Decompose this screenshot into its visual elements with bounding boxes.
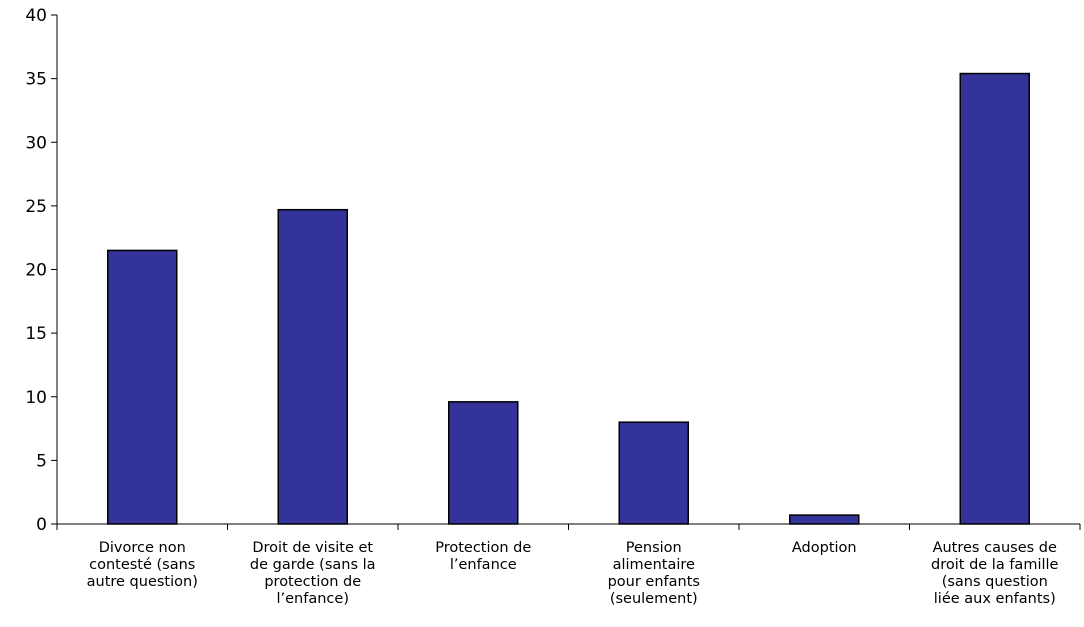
x-tick-label: Protection de l’enfance: [435, 540, 532, 573]
bar: [959, 72, 1030, 525]
bar: [277, 208, 348, 525]
x-tick-label: Pension alimentaire pour enfants (seulem…: [607, 540, 700, 607]
bar: [789, 514, 860, 525]
bars: [107, 72, 1030, 525]
x-tick-label: Droit de visite et de garde (sans la pro…: [249, 540, 376, 607]
bar: [448, 401, 519, 525]
y-tick-label: 10: [25, 388, 47, 408]
y-tick-label: 35: [25, 70, 47, 90]
y-tick-label: 30: [25, 133, 47, 153]
y-tick-label: 15: [25, 324, 47, 344]
x-axis: [56, 523, 1081, 530]
y-tick-label: 5: [36, 451, 47, 471]
bar: [107, 249, 178, 525]
y-tick-label: 20: [25, 261, 47, 281]
x-tick-label: Adoption: [791, 540, 857, 556]
y-tick-label: 25: [25, 197, 47, 217]
bar: [618, 421, 689, 525]
x-tick-label: Divorce non contesté (sans autre questio…: [86, 540, 198, 590]
y-axis: 0 5 10 15 20 25 30 35 40: [25, 6, 58, 535]
y-tick-label: 0: [36, 515, 47, 535]
y-tick-label: 40: [25, 6, 47, 26]
x-tick-label: Autres causes de droit de la famille (sa…: [931, 540, 1059, 607]
